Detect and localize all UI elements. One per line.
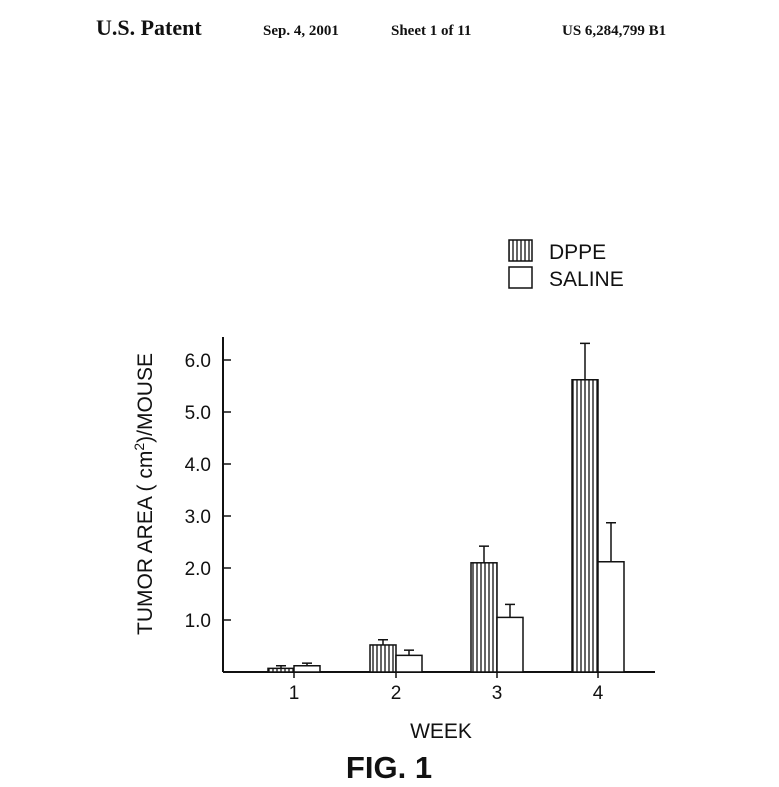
y-tick-label: 3.0 (185, 507, 211, 528)
bar-dppe-week-1 (268, 668, 294, 672)
bar-saline-week-3 (497, 617, 523, 672)
x-tick-label: 4 (593, 683, 604, 704)
y-tick-label: 6.0 (185, 351, 211, 372)
y-tick-label: 4.0 (185, 455, 211, 476)
x-tick-label: 1 (289, 683, 300, 704)
y-axis-label: TUMOR AREA ( cm2)/MOUSE (131, 353, 157, 635)
x-axis-label: WEEK (410, 720, 472, 743)
y-tick-label: 1.0 (185, 611, 211, 632)
x-tick-label: 2 (391, 683, 402, 704)
legend-label-saline: SALINE (549, 268, 624, 291)
legend-label-dppe: DPPE (549, 241, 606, 264)
legend-swatch-dppe (509, 240, 532, 261)
y-tick-label: 2.0 (185, 559, 211, 580)
bar-dppe-week-3 (471, 563, 497, 672)
legend-swatch-saline (509, 267, 532, 288)
y-tick-label: 5.0 (185, 403, 211, 424)
x-tick-label: 3 (492, 683, 503, 704)
bar-saline-week-4 (598, 562, 624, 672)
bar-dppe-week-4 (572, 380, 598, 672)
bar-dppe-week-2 (370, 645, 396, 672)
bar-saline-week-2 (396, 655, 422, 672)
figure-label: FIG. 1 (346, 750, 432, 786)
bar-saline-week-1 (294, 666, 320, 672)
